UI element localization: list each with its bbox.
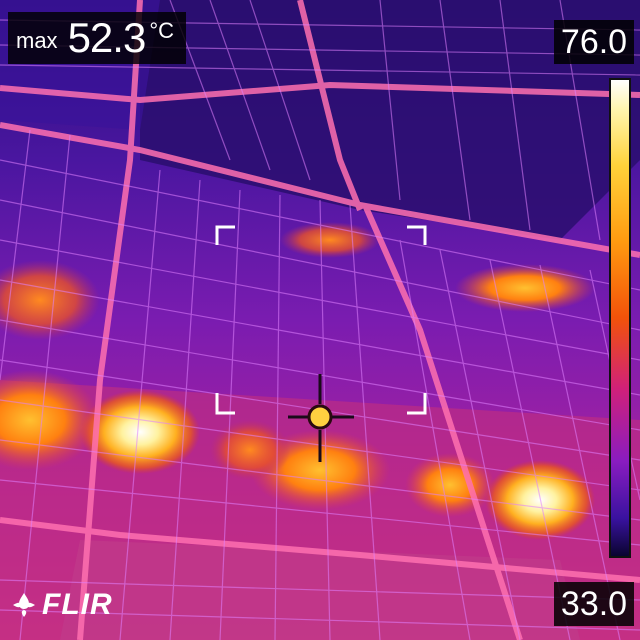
measurement-value: 52.3 — [67, 14, 147, 61]
scale-min-label: 33.0 — [554, 582, 634, 626]
hotspot-left-large — [80, 390, 200, 474]
hotspot-upper-center — [280, 222, 380, 258]
temperature-colorbar — [609, 78, 631, 558]
hotspot-lower-center — [210, 420, 290, 480]
hotspot-right-mid — [405, 453, 495, 517]
logo-text: FLIR — [42, 588, 113, 621]
hotspot-upper-right — [455, 264, 595, 312]
flir-logo: FLIR — [10, 588, 113, 622]
measurement-unit: °C — [149, 18, 174, 43]
hotspot-far-left — [0, 370, 100, 470]
flir-flame-icon — [13, 593, 35, 617]
corner-brackets-icon — [215, 225, 427, 415]
max-temperature-readout: max 52.3 °C — [8, 12, 186, 64]
hotspot-left-mid — [0, 260, 100, 340]
crosshair-icon — [288, 374, 354, 462]
scale-max-label: 76.0 — [554, 20, 634, 64]
measurement-label: max — [16, 28, 58, 53]
